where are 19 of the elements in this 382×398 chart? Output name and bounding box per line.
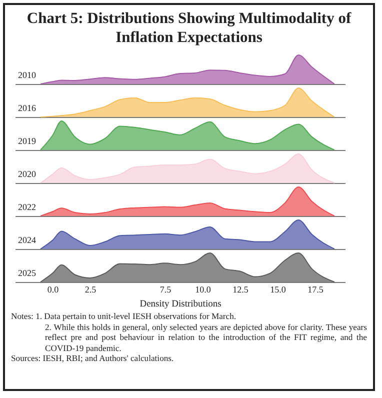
text: Notes: 1. Data pertain to unit-level IESH observations for March.	[11, 311, 238, 322]
source-note: Sources: IESH, RBI; and Authors' calculations.	[11, 353, 175, 364]
x-tick-label: 2.5	[84, 284, 97, 294]
x-tick-label: 12.5	[232, 284, 249, 294]
x-tick-label: 17.5	[308, 284, 324, 294]
chart-title: Chart 5: Distributions Showing Multimodality of Inflation Expectations	[26, 9, 352, 47]
x-tick-label: 15.0	[270, 284, 286, 294]
series-label: 2019	[18, 136, 36, 146]
x-tick-label: 10.0	[195, 284, 212, 294]
series-label: 2020	[18, 169, 36, 179]
x-tick-label: 7.5	[160, 284, 172, 294]
x-tick-label: 0.0	[47, 284, 60, 294]
text: 2. While this holds in general, only selected years are depicted above for clarity. These years reflect pre and post behaviour in relation to the introduction of the FIT regime, and the COVID-19 pandemic.	[44, 322, 367, 353]
x-axis-title: Density Distributions	[140, 300, 222, 310]
series-label: 2022	[18, 202, 36, 212]
series-label: 2024	[18, 235, 36, 245]
series-label: 2016	[18, 103, 36, 113]
series-label: 2010	[18, 70, 36, 80]
series-label: 2025	[18, 268, 36, 278]
